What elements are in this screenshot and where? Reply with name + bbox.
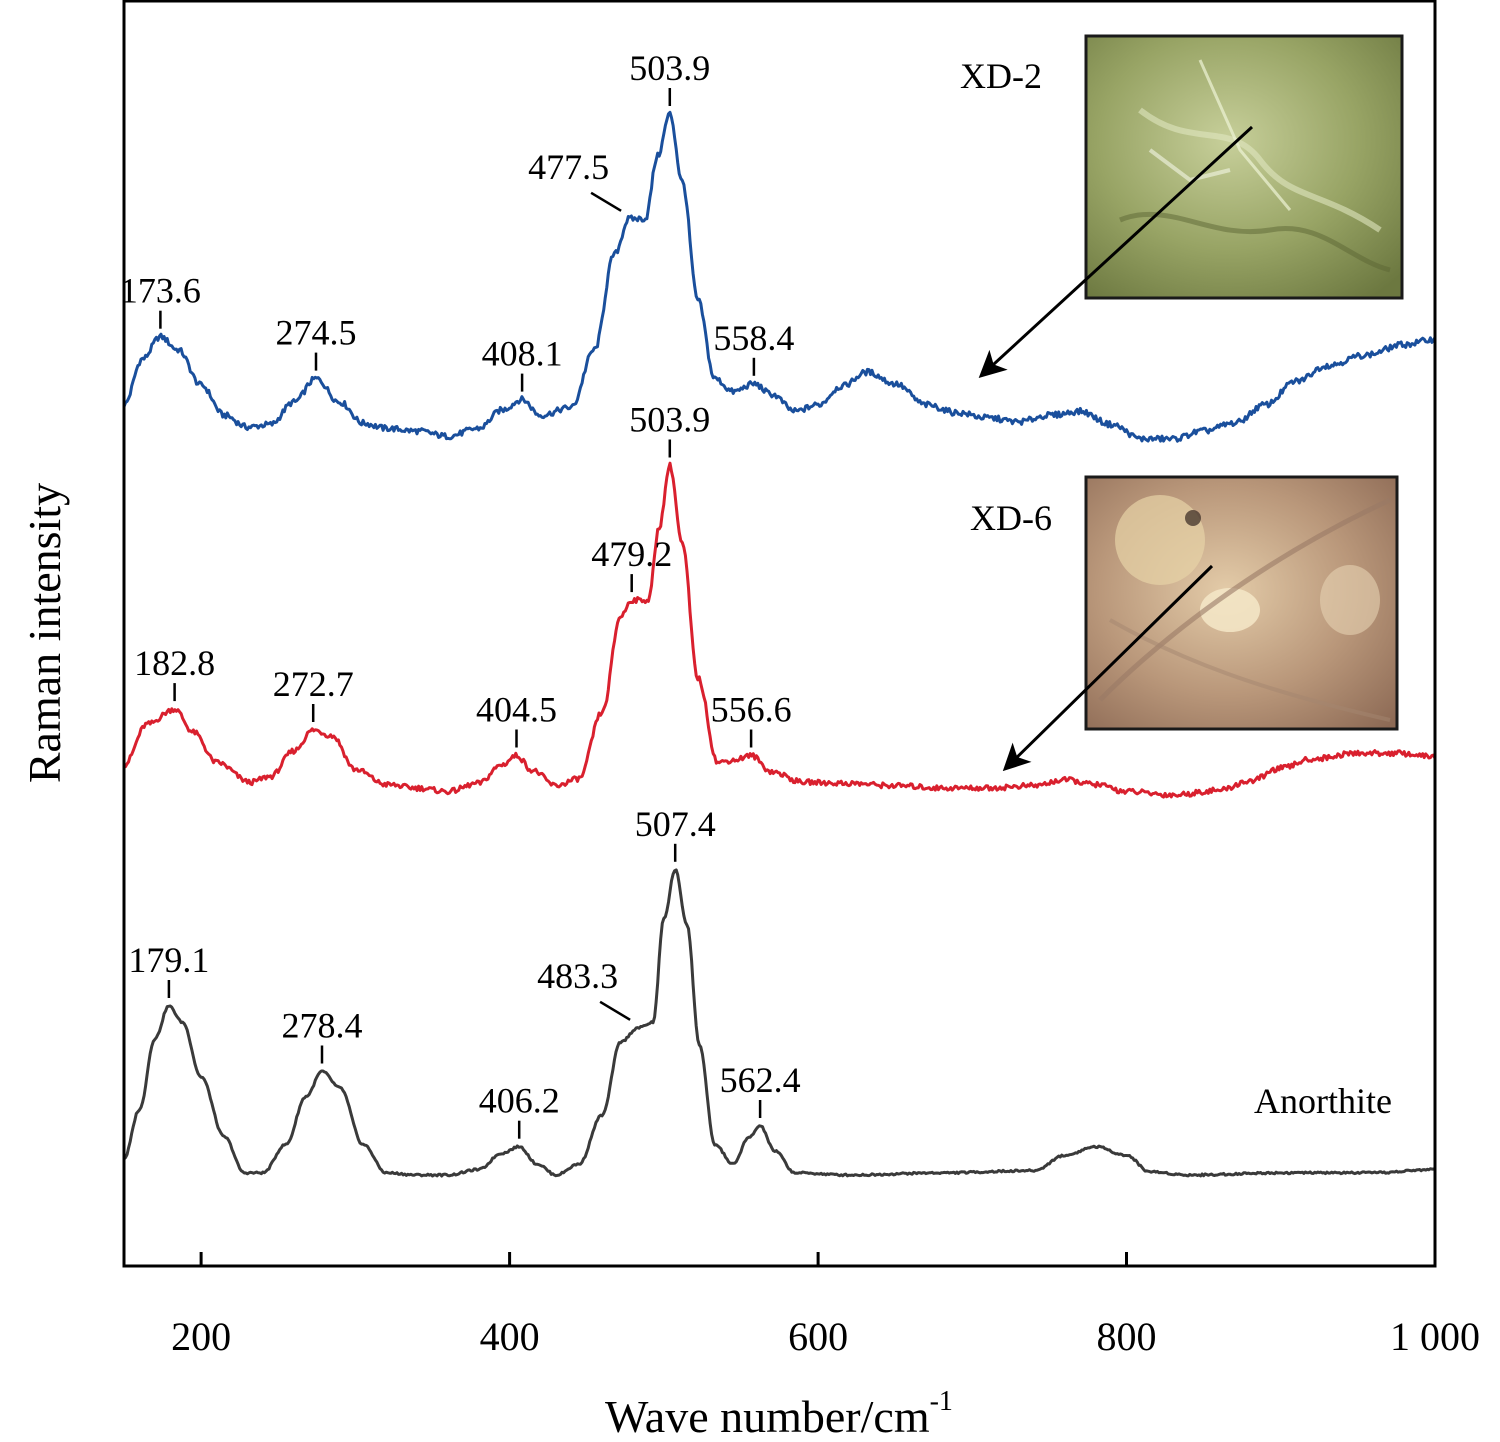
peak-label: 404.5 xyxy=(476,690,557,730)
inset-image-xd6 xyxy=(1084,475,1399,731)
peak-label: 479.2 xyxy=(591,534,672,574)
peak-label: 483.3 xyxy=(537,956,618,996)
x-tick-label: 800 xyxy=(1097,1314,1157,1359)
series-label-xd2: XD-2 xyxy=(960,56,1042,96)
annotation-layer: 173.6 274.5 408.1 477.5 503.9 558.4 182.8 272.7… xyxy=(120,48,801,1139)
peak-label: 179.1 xyxy=(128,940,209,980)
x-tick-label: 600 xyxy=(788,1314,848,1359)
peak-label: 173.6 xyxy=(120,271,201,311)
peak-label: 408.1 xyxy=(482,334,563,374)
peak-label: 406.2 xyxy=(479,1081,560,1121)
series-line-xd-2 xyxy=(122,110,1437,443)
peak-label: 272.7 xyxy=(273,664,354,704)
series-line-xd-6 xyxy=(123,461,1437,799)
peak-label: 503.9 xyxy=(629,400,710,440)
series-layer xyxy=(122,110,1437,1178)
series-label-xd6: XD-6 xyxy=(970,498,1052,538)
peak-label: 562.4 xyxy=(720,1060,801,1100)
x-tick-label: 200 xyxy=(171,1314,231,1359)
peak-label: 477.5 xyxy=(528,147,609,187)
arrow-xd6 xyxy=(1002,564,1214,772)
peak-leader-line xyxy=(590,191,622,212)
x-axis: 200 400 600 800 1 000 xyxy=(171,1252,1480,1359)
peak-label: 507.4 xyxy=(635,804,716,844)
peak-leader-line xyxy=(599,1000,631,1021)
arrow-xd2 xyxy=(978,125,1254,379)
inset-image-xd2 xyxy=(1084,34,1404,300)
peak-label: 556.6 xyxy=(711,690,792,730)
peak-label: 278.4 xyxy=(282,1006,363,1046)
x-tick-label: 400 xyxy=(480,1314,540,1359)
x-axis-title-superscript: -1 xyxy=(930,1386,953,1417)
x-tick-label: 1 000 xyxy=(1390,1314,1480,1359)
series-label-anorthite: Anorthite xyxy=(1254,1081,1392,1121)
peak-label: 182.8 xyxy=(134,643,215,683)
x-axis-title: Wave number/cm-1 xyxy=(605,1386,953,1442)
series-line-anorthite xyxy=(122,868,1436,1178)
peak-label: 503.9 xyxy=(629,48,710,88)
x-axis-title-text: Wave number/cm xyxy=(605,1391,930,1442)
plot-frame xyxy=(122,0,1437,1268)
peak-label: 558.4 xyxy=(713,318,794,358)
peak-label: 274.5 xyxy=(276,313,357,353)
y-axis-title: Raman intensity xyxy=(19,483,70,783)
